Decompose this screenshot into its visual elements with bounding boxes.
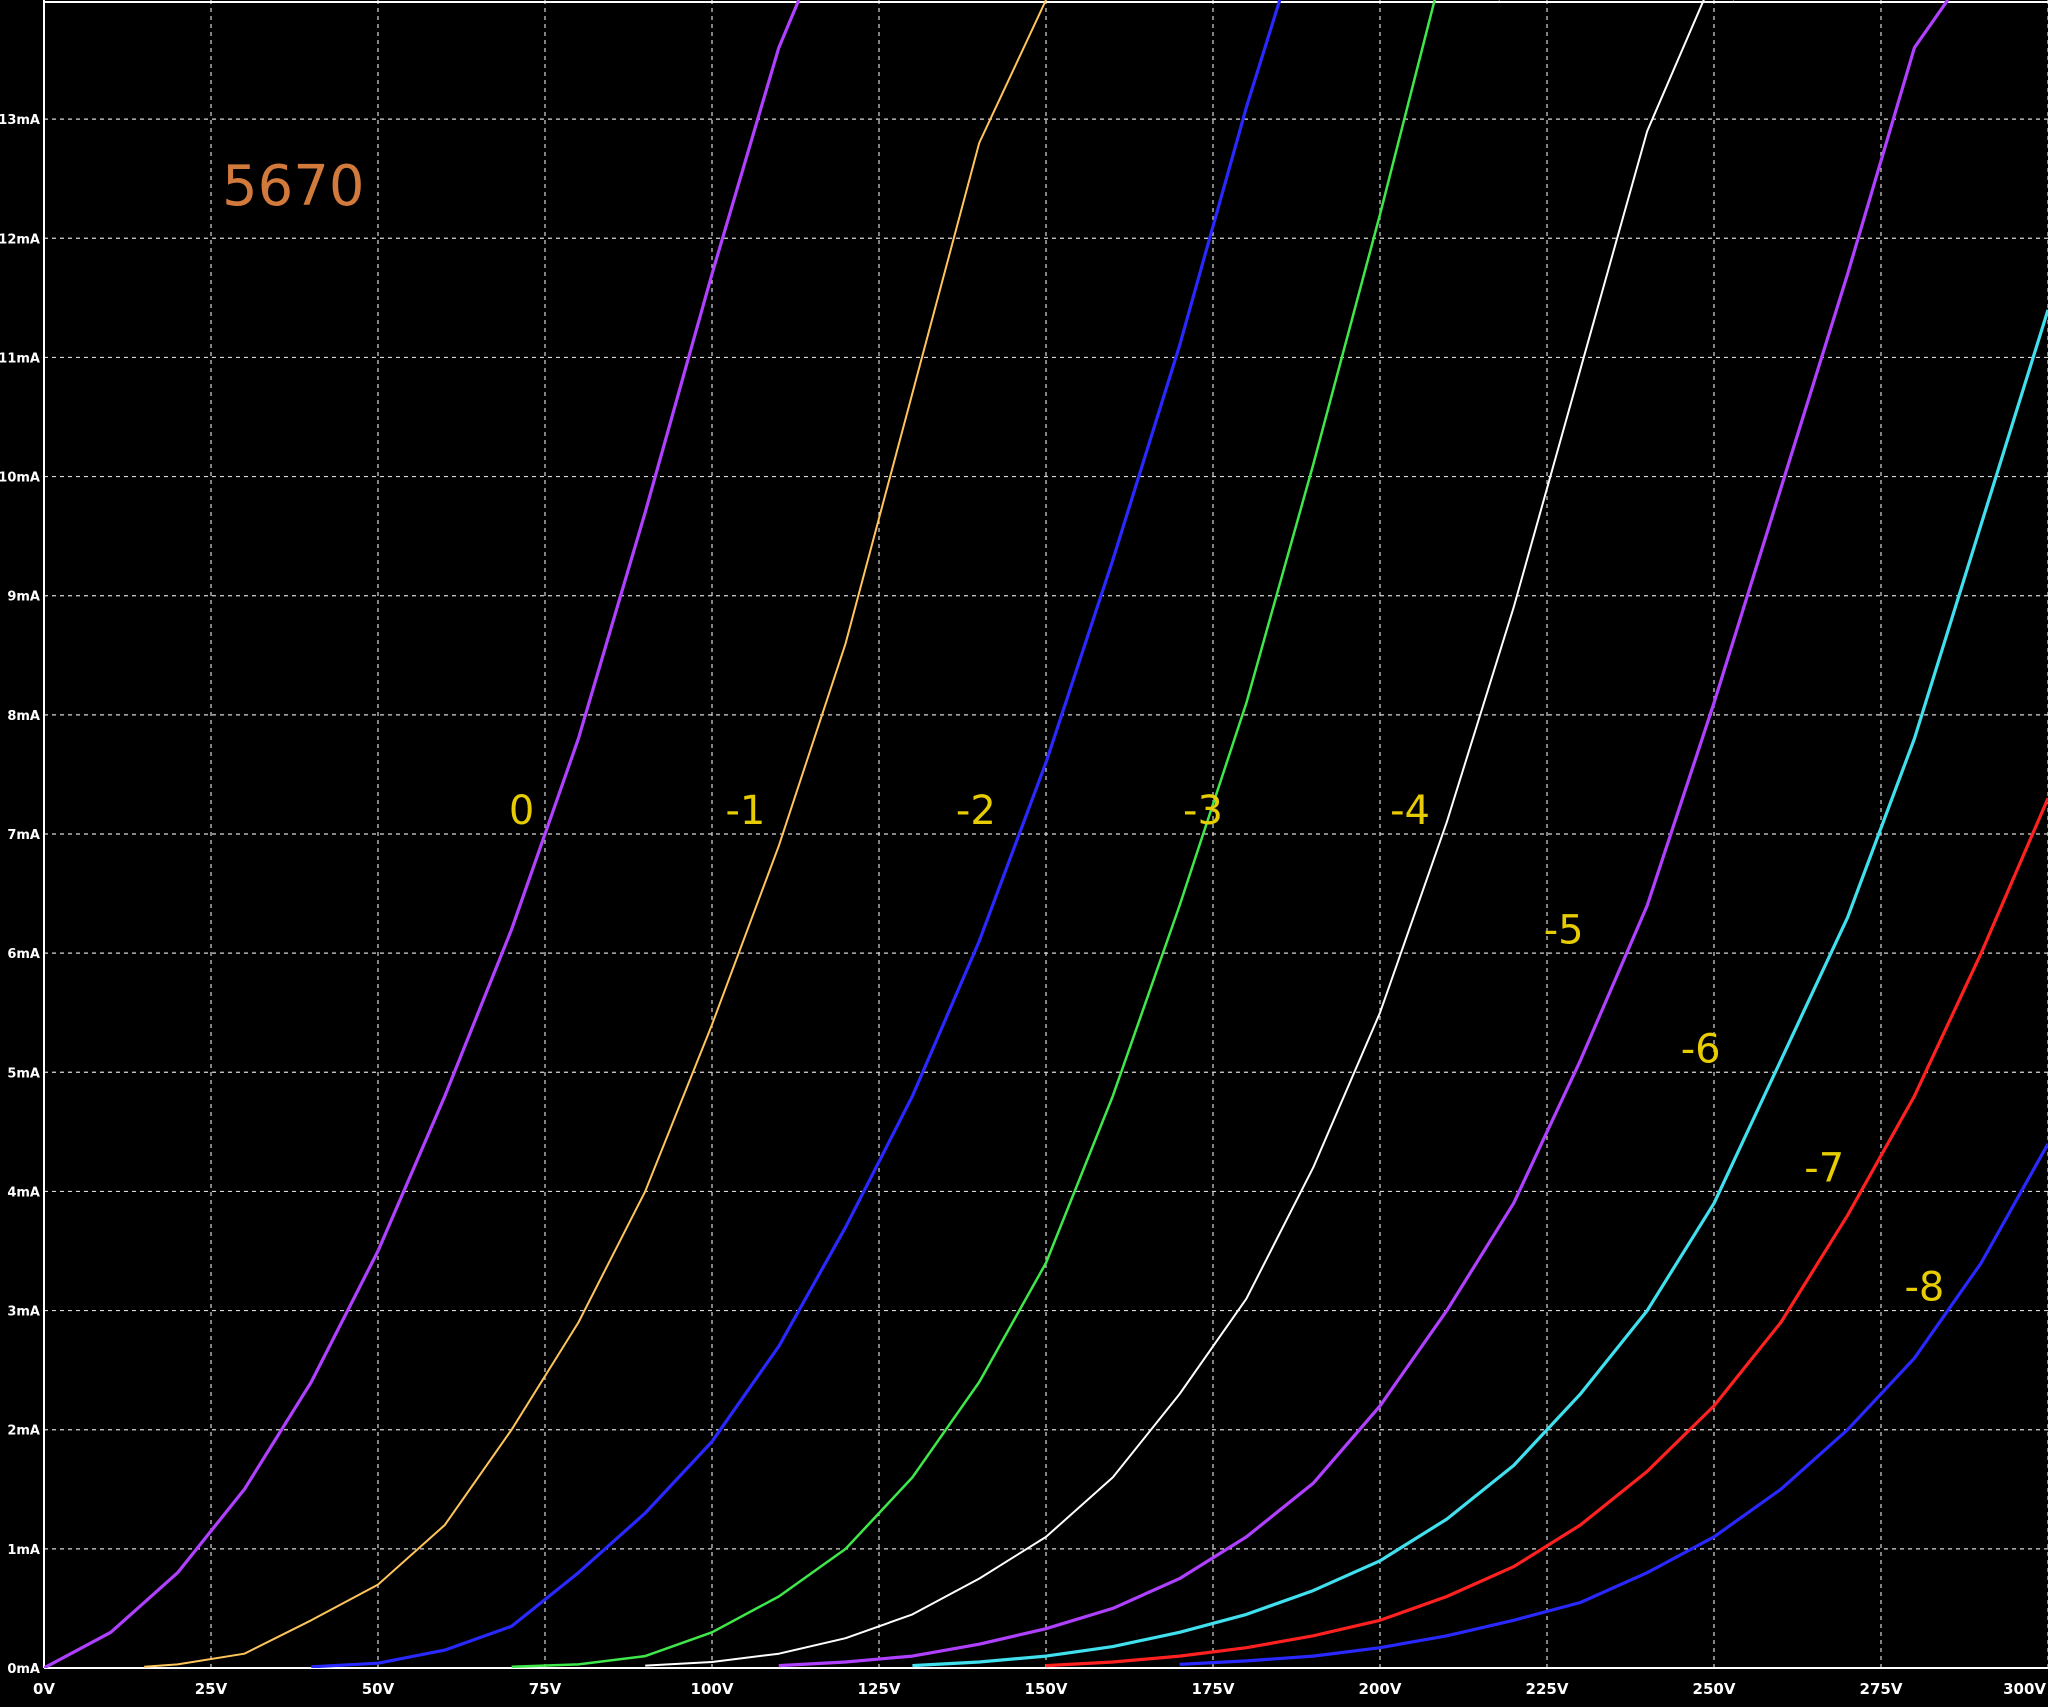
x-tick-label: 100V — [691, 1680, 734, 1698]
y-tick-labels: 0mA 1mA 2mA 3mA 4mA 5mA 6mA 7mA 8mA 9mA 10mA 11mA 12… — [0, 113, 40, 1677]
x-tick-label: 275V — [1860, 1680, 1903, 1698]
y-tick-label: 8mA — [7, 709, 40, 724]
series-line-grid--2 — [311, 0, 1282, 1668]
series-line-grid--4 — [645, 0, 1734, 1667]
curve-label: -3 — [1183, 788, 1223, 834]
y-tick-label: 4mA — [7, 1185, 40, 1200]
curve-labels: 0 -1 -2 -3 -4 -5 -6 -7 -8 — [509, 788, 1944, 1311]
x-tick-labels: 0V 25V 50V 75V 100V 125V 150V 175V 200V 225V 250V 2… — [33, 1680, 2046, 1698]
x-tick-label: 75V — [529, 1680, 562, 1698]
y-tick-label: 1mA — [7, 1543, 40, 1558]
y-tick-label: 6mA — [7, 947, 40, 962]
series-line-grid--5 — [778, 0, 1950, 1668]
y-tick-label: 11mA — [0, 351, 40, 366]
y-tick-label: 9mA — [7, 590, 40, 605]
series-line-grid--1 — [144, 0, 1047, 1668]
x-tick-label: 225V — [1526, 1680, 1569, 1698]
x-tick-label: 125V — [858, 1680, 901, 1698]
curve-label: -7 — [1804, 1146, 1844, 1192]
y-tick-label: 10mA — [0, 471, 40, 486]
x-tick-label: 200V — [1359, 1680, 1402, 1698]
curve-label: -8 — [1904, 1265, 1944, 1311]
curve-label: -6 — [1681, 1026, 1721, 1072]
curve-label: 0 — [509, 788, 534, 834]
y-tick-label: 3mA — [7, 1305, 40, 1320]
x-tick-label: 300V — [2003, 1680, 2046, 1698]
x-tick-label: 250V — [1693, 1680, 1736, 1698]
series-line-grid--6 — [912, 309, 2048, 1668]
y-tick-label: 7mA — [7, 828, 40, 843]
curve-label: -4 — [1390, 788, 1430, 834]
y-tick-label: 2mA — [7, 1424, 40, 1439]
y-tick-label: 12mA — [0, 232, 40, 247]
series-lines — [44, 0, 2048, 1668]
curve-label: -2 — [956, 788, 996, 834]
x-tick-label: 150V — [1025, 1680, 1068, 1698]
series-line-grid--8 — [1179, 1143, 2048, 1666]
x-tick-label: 50V — [362, 1680, 395, 1698]
gridlines — [44, 0, 2048, 1668]
y-tick-label: 5mA — [7, 1066, 40, 1081]
curve-label: -1 — [725, 788, 765, 834]
x-tick-label: 175V — [1192, 1680, 1235, 1698]
y-tick-label: 13mA — [0, 113, 40, 128]
x-tick-label: 0V — [33, 1680, 55, 1698]
series-line-grid--7 — [1045, 797, 2048, 1668]
x-tick-label: 25V — [195, 1680, 228, 1698]
y-tick-label: 0mA — [7, 1662, 40, 1677]
curve-label: -5 — [1544, 907, 1584, 953]
series-line-grid--3 — [511, 0, 1501, 1668]
series-line-grid-0 — [44, 0, 801, 1668]
chart-title: 5670 — [222, 154, 365, 219]
